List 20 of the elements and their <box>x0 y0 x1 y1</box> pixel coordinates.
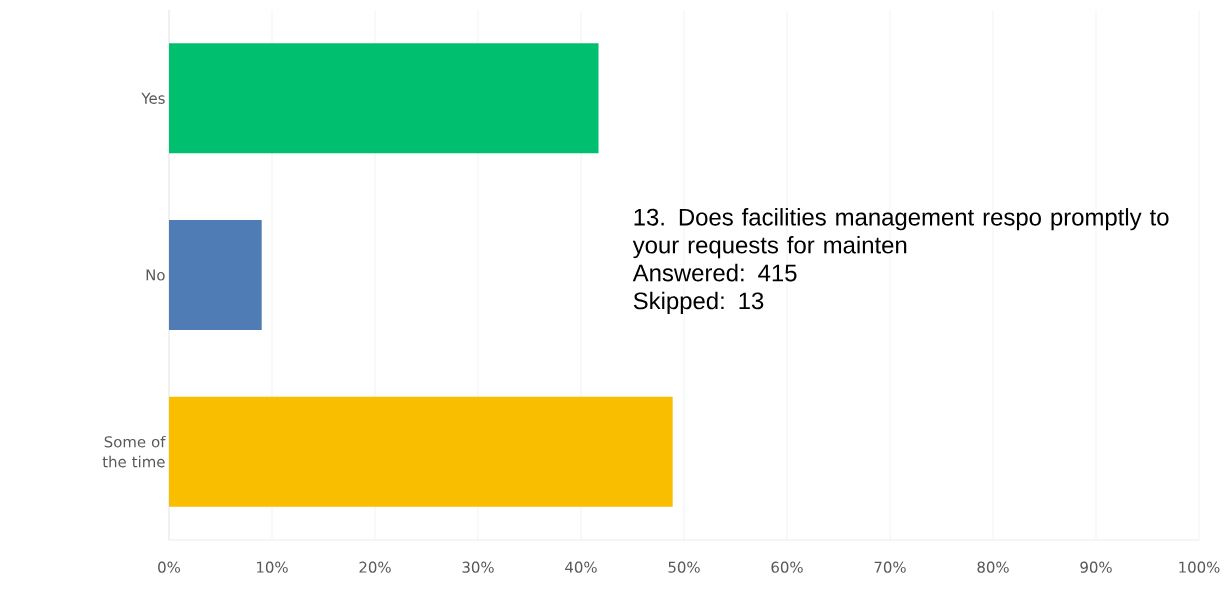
bar <box>169 43 599 154</box>
annotation: Answered: 415 <box>632 263 797 282</box>
x-tick-label: 20% <box>359 561 391 573</box>
bar <box>169 396 673 507</box>
x-tick-label: 70% <box>874 561 906 573</box>
x-tick-label: 40% <box>565 561 597 573</box>
x-tick-label: 50% <box>668 561 700 573</box>
y-tick-label: Some of the time <box>102 435 166 468</box>
x-tick-label: 30% <box>462 561 494 573</box>
x-tick-label: 80% <box>977 561 1009 573</box>
x-tick-label: 60% <box>771 561 803 573</box>
y-tick-label: Yes <box>141 92 165 104</box>
annotation: Skipped: 13 <box>633 291 764 315</box>
x-tick-label: 0% <box>158 561 181 573</box>
y-tick-label: No <box>146 269 165 281</box>
text: 13. Does facilities management respo promptly to your requests for mainten <box>632 208 1169 259</box>
bar <box>169 220 262 330</box>
x-tick-label: 10% <box>257 561 288 573</box>
x-tick-label: 90% <box>1080 561 1112 573</box>
x-tick-label: 100% <box>1179 561 1220 573</box>
